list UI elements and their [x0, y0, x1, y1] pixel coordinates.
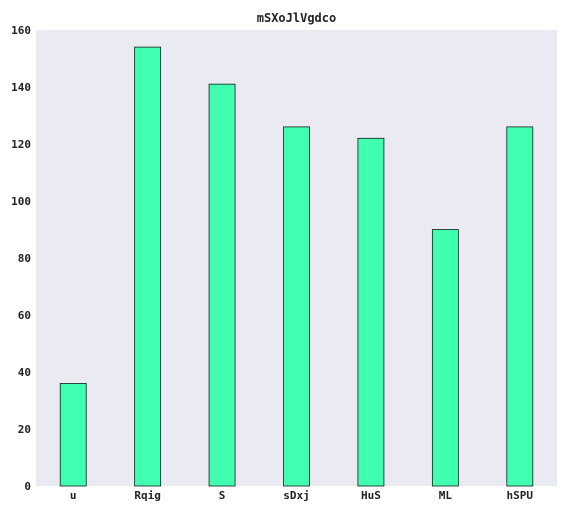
x-tick-label: u — [70, 489, 77, 502]
y-tick-labels: 0 20 40 60 80 100 120 140 160 — [11, 24, 31, 493]
y-tick-label: 80 — [18, 252, 31, 265]
y-tick-label: 100 — [11, 195, 31, 208]
x-tick-label: sDxj — [283, 489, 310, 502]
x-tick-label: Rqig — [134, 489, 161, 502]
bar-Rqig — [134, 46, 162, 487]
x-tick-label: HuS — [361, 489, 381, 502]
y-tick-label: 140 — [11, 81, 31, 94]
x-tick-label: hSPU — [507, 489, 534, 502]
y-tick-label: 160 — [11, 24, 31, 37]
bar-S — [208, 83, 236, 487]
y-tick-label: 120 — [11, 138, 31, 151]
y-tick-label: 20 — [18, 423, 31, 436]
chart-title: mSXoJlVgdco — [257, 11, 336, 25]
x-tick-label: ML — [439, 489, 453, 502]
bar-hSPU — [506, 126, 534, 487]
y-tick-label: 40 — [18, 366, 31, 379]
y-tick-label: 0 — [24, 480, 31, 493]
y-tick-label: 60 — [18, 309, 31, 322]
bar-HuS — [357, 137, 385, 487]
x-tick-label: S — [219, 489, 226, 502]
bars-group — [59, 46, 534, 487]
bar-ML — [431, 229, 459, 487]
bar-sDxj — [283, 126, 310, 487]
bar-u — [59, 382, 87, 487]
